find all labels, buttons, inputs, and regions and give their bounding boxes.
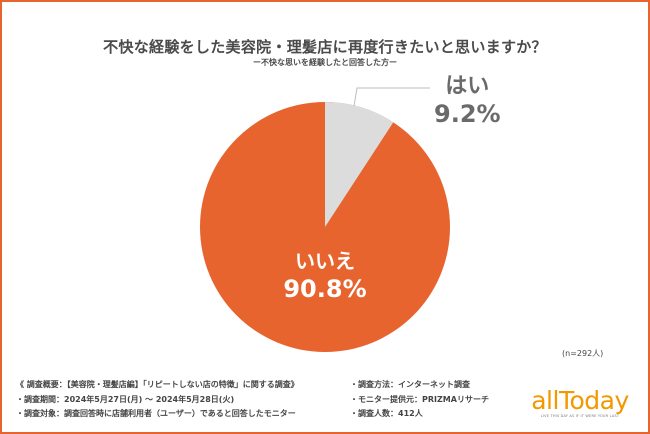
logo-tagline: LIVE THIS DAY AS IF IT WERE YOUR LAST xyxy=(540,414,620,418)
survey-period: ・調査期間：2024年5月27日(月) ～ 2024年5月28日(火) xyxy=(16,394,235,404)
chart-subtitle: ー不快な思いを経験したと回答した方ー xyxy=(253,58,397,67)
logo-brand: allToday xyxy=(531,386,629,415)
survey-count: ・調査人数：412人 xyxy=(350,409,423,418)
survey-notes-right: ・調査方法：インターネット調査 ・モニター提供元：PRIZMAリサーチ ・調査人… xyxy=(350,378,489,422)
survey-notes-left: 《 調査概要：【美容院・理髪店編】「リピートしない店の特徴」に関する調査》 ・調… xyxy=(16,378,299,422)
leader-line xyxy=(353,87,430,107)
pie-slice-yes xyxy=(325,102,394,227)
sample-size-note: (n=292人) xyxy=(562,349,604,358)
survey-target: ・調査対象：調査回答時に店舗利用者（ユーザー）であると回答したモニター xyxy=(16,409,296,418)
survey-overview: 《 調査概要：【美容院・理髪店編】「リピートしない店の特徴」に関する調査》 xyxy=(16,380,299,389)
slice-label-yes-value: 9.2% xyxy=(434,100,501,128)
slice-label-yes-name: はい xyxy=(445,74,490,99)
slice-label-no-name: いいえ xyxy=(295,249,355,273)
chart-title: 不快な経験をした美容院・理髪店に再度行きたいと思いますか？ xyxy=(103,38,547,56)
slice-label-no: いいえ 90.8% xyxy=(275,248,375,304)
survey-method: ・調査方法：インターネット調査 xyxy=(350,380,470,389)
survey-provider: ・モニター提供元：PRIZMAリサーチ xyxy=(350,394,489,404)
slice-label-no-value: 90.8% xyxy=(283,275,367,303)
alltoday-logo: allToday LIVE THIS DAY AS IF IT WERE YOU… xyxy=(522,386,638,419)
slice-label-yes: はい 9.2% xyxy=(434,74,501,128)
